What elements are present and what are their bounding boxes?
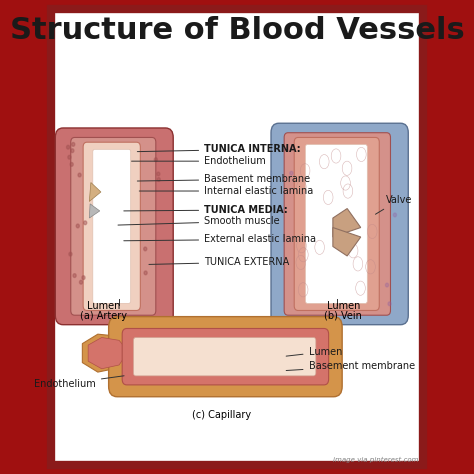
Text: Endothelium: Endothelium [131, 156, 266, 166]
FancyBboxPatch shape [83, 142, 140, 310]
Circle shape [83, 221, 87, 225]
Circle shape [157, 178, 160, 182]
Text: TUNICA MEDIA:: TUNICA MEDIA: [124, 205, 288, 215]
Text: image via pinterest.com: image via pinterest.com [333, 457, 419, 463]
FancyBboxPatch shape [133, 337, 316, 376]
Circle shape [144, 247, 147, 251]
Text: (b) Vein: (b) Vein [324, 310, 362, 320]
Circle shape [157, 172, 160, 176]
Circle shape [73, 273, 76, 277]
Text: Internal elastic lamina: Internal elastic lamina [139, 186, 313, 196]
Text: TUNICA INTERNA:: TUNICA INTERNA: [137, 144, 301, 155]
Text: (c) Capillary: (c) Capillary [192, 410, 251, 420]
FancyBboxPatch shape [284, 133, 391, 315]
Circle shape [388, 302, 391, 306]
Circle shape [290, 171, 293, 175]
Polygon shape [89, 204, 100, 218]
Text: Lumen: Lumen [286, 346, 342, 357]
Circle shape [76, 224, 79, 228]
Circle shape [393, 213, 396, 217]
FancyBboxPatch shape [71, 137, 156, 315]
Text: Structure of Blood Vessels: Structure of Blood Vessels [9, 16, 465, 46]
Circle shape [72, 143, 75, 146]
Circle shape [155, 158, 157, 162]
Circle shape [66, 146, 70, 149]
Text: Endothelium: Endothelium [34, 376, 124, 389]
Text: TUNICA EXTERNA: TUNICA EXTERNA [149, 257, 290, 267]
Text: Basement membrane: Basement membrane [137, 174, 310, 184]
Circle shape [80, 280, 82, 284]
Polygon shape [89, 182, 101, 201]
Circle shape [68, 155, 71, 159]
FancyBboxPatch shape [55, 128, 173, 325]
FancyBboxPatch shape [271, 123, 408, 325]
Circle shape [144, 271, 147, 275]
Circle shape [82, 276, 85, 280]
FancyBboxPatch shape [294, 137, 379, 310]
Circle shape [71, 149, 74, 153]
Text: Lumen: Lumen [87, 301, 120, 311]
Text: Basement membrane: Basement membrane [286, 361, 415, 371]
Circle shape [69, 252, 72, 256]
FancyBboxPatch shape [93, 149, 131, 303]
Polygon shape [82, 334, 129, 372]
Polygon shape [88, 337, 125, 369]
FancyBboxPatch shape [122, 328, 328, 385]
FancyBboxPatch shape [109, 317, 342, 397]
Text: External elastic lamina: External elastic lamina [124, 234, 316, 245]
Polygon shape [333, 209, 361, 237]
Text: (a) Artery: (a) Artery [80, 310, 127, 320]
Polygon shape [333, 228, 361, 256]
Circle shape [70, 163, 73, 166]
Text: Smooth muscle: Smooth muscle [118, 216, 280, 227]
Circle shape [78, 173, 81, 177]
Text: Lumen: Lumen [327, 301, 360, 311]
FancyBboxPatch shape [52, 9, 422, 465]
FancyBboxPatch shape [305, 145, 367, 303]
Text: Valve: Valve [375, 195, 412, 214]
Circle shape [385, 283, 389, 287]
